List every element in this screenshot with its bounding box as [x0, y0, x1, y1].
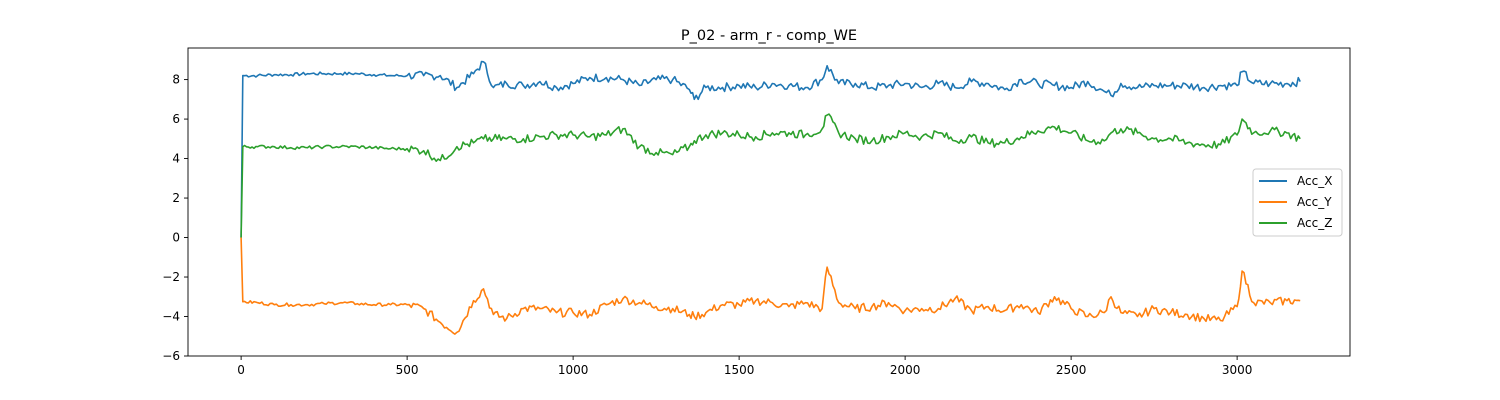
x-tick-label: 2500 [1056, 363, 1087, 377]
x-tick-label: 1500 [724, 363, 755, 377]
y-tick-label: 0 [172, 231, 180, 245]
plot-frame [187, 47, 1351, 357]
legend-label: Acc_X [1297, 174, 1332, 188]
y-tick-label: 6 [172, 112, 180, 126]
series-line-acc-z [240, 113, 1301, 238]
y-tick-label: −2 [162, 270, 180, 284]
series-line-acc-x [240, 60, 1301, 238]
legend-box [1252, 168, 1343, 237]
chart-title: P_02 - arm_r - comp_WE [681, 28, 857, 44]
y-tick-label: 2 [172, 191, 180, 205]
x-tick-label: 1000 [558, 363, 589, 377]
y-tick-label: 4 [172, 152, 180, 166]
y-tick-label: −4 [162, 310, 180, 324]
plot-area: 0 500 1000 1500 2000 2500 3000 −6 −4 −2 0 2 4 6 8 [162, 47, 1351, 377]
y-tick-label: 8 [172, 73, 180, 87]
x-tick-label: 0 [237, 363, 245, 377]
series-line-acc-y [240, 237, 1301, 335]
legend-label: Acc_Y [1297, 195, 1332, 209]
y-tick-label: −6 [162, 349, 180, 363]
x-tick-label: 3000 [1222, 363, 1253, 377]
legend: Acc_X Acc_Y Acc_Z [1252, 168, 1343, 237]
x-tick-label: 500 [396, 363, 419, 377]
legend-label: Acc_Z [1297, 216, 1332, 230]
x-tick-label: 2000 [890, 363, 921, 377]
